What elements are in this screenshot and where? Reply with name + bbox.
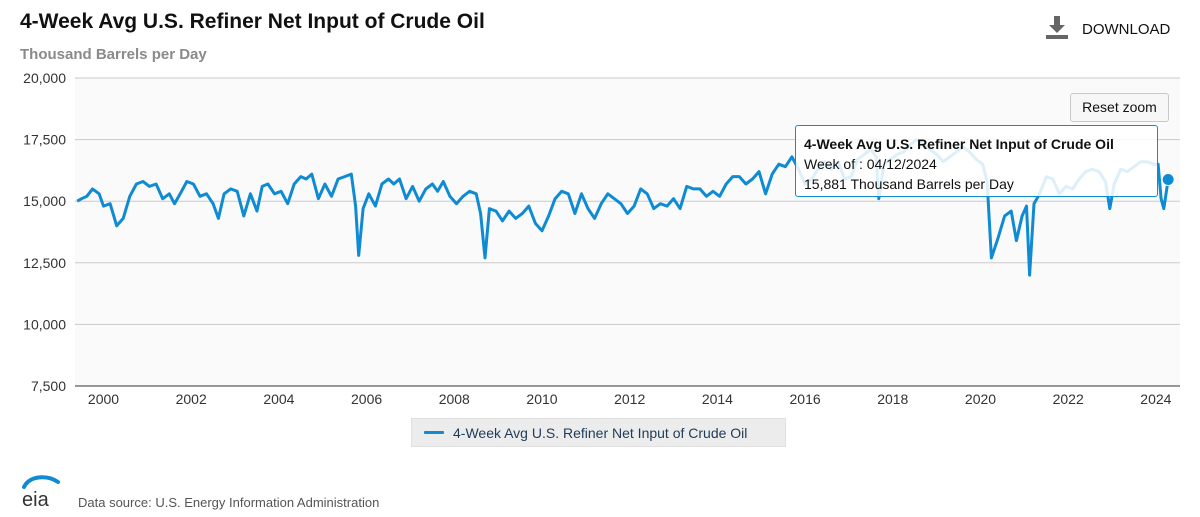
y-tick-label: 7,500 [31, 378, 66, 394]
x-tick-label: 2024 [1140, 391, 1171, 407]
reset-zoom-button[interactable]: Reset zoom [1070, 93, 1169, 122]
legend-swatch [424, 431, 444, 434]
x-tick-label: 2012 [614, 391, 645, 407]
x-tick-label: 2022 [1053, 391, 1084, 407]
footer: eia Data source: U.S. Energy Information… [20, 473, 379, 514]
x-tick-label: 2008 [439, 391, 470, 407]
chart-subtitle: Thousand Barrels per Day [20, 46, 207, 63]
download-button[interactable]: DOWNLOAD [1044, 14, 1170, 45]
download-icon [1044, 14, 1070, 45]
x-tick-label: 2004 [263, 391, 294, 407]
x-tick-label: 2010 [526, 391, 557, 407]
tooltip-value: 15,881 Thousand Barrels per Day [804, 176, 1014, 192]
series-line [76, 138, 1170, 277]
svg-text:eia: eia [22, 489, 50, 509]
download-label: DOWNLOAD [1082, 21, 1171, 38]
x-tick-label: 2014 [702, 391, 733, 407]
x-tick-label: 2020 [965, 391, 996, 407]
chart-tooltip: 4-Week Avg U.S. Refiner Net Input of Cru… [795, 125, 1158, 197]
chart-title: 4-Week Avg U.S. Refiner Net Input of Cru… [20, 10, 485, 33]
x-tick-label: 2000 [88, 391, 119, 407]
legend-item[interactable]: 4-Week Avg U.S. Refiner Net Input of Cru… [411, 418, 786, 447]
tooltip-title: 4-Week Avg U.S. Refiner Net Input of Cru… [804, 136, 1114, 152]
y-tick-label: 17,500 [23, 132, 66, 148]
data-source: Data source: U.S. Energy Information Adm… [78, 495, 380, 510]
y-tick-label: 20,000 [23, 70, 66, 86]
x-tick-label: 2016 [790, 391, 821, 407]
x-tick-label: 2006 [351, 391, 382, 407]
y-tick-label: 15,000 [23, 193, 66, 209]
y-tick-label: 10,000 [23, 316, 66, 332]
highlight-point [1161, 172, 1175, 186]
eia-logo: eia [20, 473, 62, 514]
y-tick-label: 12,500 [23, 255, 66, 271]
x-tick-label: 2002 [176, 391, 207, 407]
x-tick-label: 2018 [877, 391, 908, 407]
tooltip-week: Week of : 04/12/2024 [804, 156, 937, 172]
legend-label: 4-Week Avg U.S. Refiner Net Input of Cru… [453, 424, 748, 441]
